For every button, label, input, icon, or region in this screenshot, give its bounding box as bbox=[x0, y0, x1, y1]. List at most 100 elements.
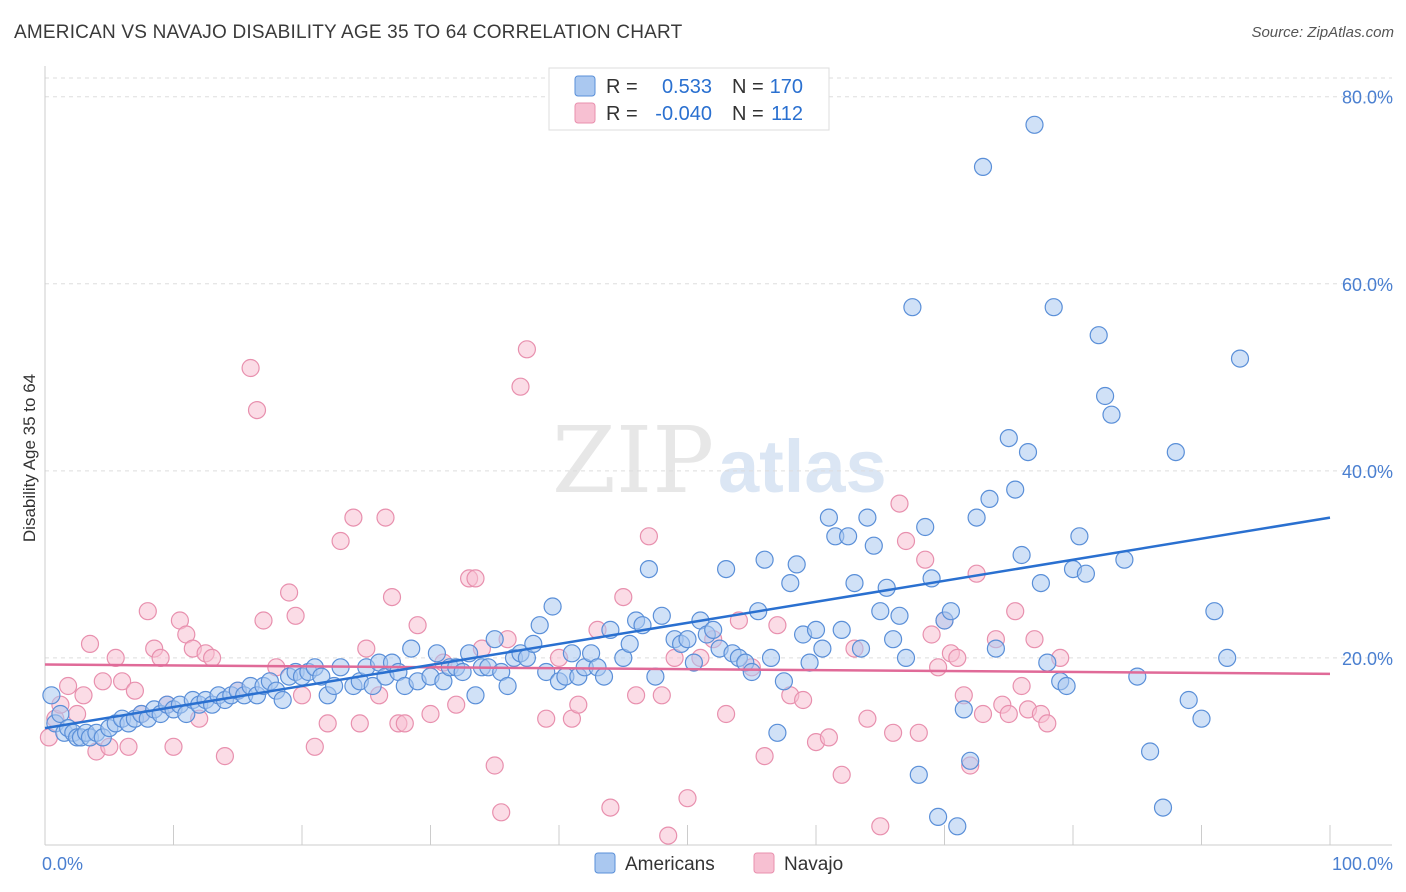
americans-point bbox=[1102, 405, 1121, 424]
americans-point bbox=[1095, 386, 1115, 406]
americans-point bbox=[832, 620, 851, 640]
americans-point bbox=[1038, 653, 1057, 672]
navajo-point bbox=[247, 401, 267, 420]
x-tick-label: 100.0% bbox=[1332, 854, 1393, 874]
navajo-point bbox=[350, 714, 369, 733]
americans-point bbox=[858, 508, 877, 527]
americans-point bbox=[864, 536, 883, 555]
americans-point bbox=[903, 298, 922, 317]
navajo-point bbox=[93, 672, 112, 691]
americans-point bbox=[967, 508, 986, 527]
x-tick-label: 0.0% bbox=[42, 854, 83, 874]
americans-point bbox=[761, 648, 781, 668]
americans-point bbox=[948, 817, 967, 836]
navajo-point bbox=[614, 587, 633, 607]
americans-point bbox=[1140, 742, 1160, 761]
navajo-point bbox=[286, 606, 305, 625]
navajo-point bbox=[395, 714, 414, 733]
americans-point bbox=[594, 667, 614, 686]
bottom-legend-americans: Americans bbox=[625, 854, 715, 875]
y-tick-label: 80.0% bbox=[1342, 88, 1393, 108]
americans-point bbox=[704, 620, 723, 640]
navajo-point bbox=[768, 616, 787, 635]
americans-point bbox=[1031, 573, 1051, 593]
navajo-point bbox=[318, 714, 337, 733]
americans-point bbox=[530, 616, 549, 635]
navajo-point bbox=[819, 728, 839, 747]
y-tick-label: 20.0% bbox=[1342, 649, 1393, 669]
navajo-point bbox=[151, 648, 170, 668]
axes bbox=[44, 66, 1392, 846]
navajo-point bbox=[858, 709, 877, 728]
chart-title: AMERICAN VS NAVAJO DISABILITY AGE 35 TO … bbox=[14, 22, 683, 43]
americans-point bbox=[1179, 690, 1198, 710]
americans-point bbox=[980, 489, 999, 508]
navajo-point bbox=[357, 639, 376, 658]
americans-point bbox=[485, 630, 504, 649]
americans-point bbox=[845, 573, 864, 593]
navajo-point bbox=[447, 695, 466, 714]
navajo-point bbox=[537, 709, 556, 728]
legend-n-value-navajo: 112 bbox=[771, 103, 803, 125]
legend-n-value-americans: 170 bbox=[770, 76, 803, 98]
legend-swatch-americans bbox=[574, 75, 596, 97]
americans-point bbox=[961, 751, 980, 770]
americans-trend-line bbox=[44, 516, 1331, 730]
americans-point bbox=[1153, 798, 1173, 817]
navajo-point bbox=[241, 358, 260, 378]
americans-point bbox=[1089, 326, 1108, 345]
navajo-point bbox=[716, 704, 736, 724]
americans-point bbox=[851, 639, 871, 658]
americans-point bbox=[787, 555, 806, 574]
navajo-point bbox=[652, 686, 671, 705]
americans-point bbox=[363, 676, 382, 696]
navajo-point bbox=[125, 681, 144, 700]
navajo-point bbox=[485, 756, 504, 775]
americans-point bbox=[1012, 545, 1031, 565]
americans-point bbox=[813, 639, 832, 658]
legend-n-label-navajo: N = bbox=[732, 103, 764, 125]
americans-point bbox=[973, 157, 993, 176]
navajo-point bbox=[883, 723, 903, 742]
americans-point bbox=[941, 602, 961, 621]
americans-point bbox=[890, 606, 909, 625]
americans-point bbox=[1205, 602, 1224, 621]
navajo-point bbox=[678, 789, 697, 808]
bottom-legend-swatch-navajo bbox=[753, 852, 775, 874]
navajo-trend-line bbox=[44, 663, 1331, 676]
bottom-legend-navajo: Navajo bbox=[784, 854, 843, 875]
navajo-point bbox=[1006, 602, 1025, 621]
americans-point bbox=[453, 662, 472, 682]
legend-r-label-americans: R = bbox=[606, 76, 638, 98]
y-tick-labels: 20.0% 40.0% 60.0% 80.0% bbox=[1342, 88, 1393, 669]
navajo-point bbox=[421, 704, 440, 724]
americans-point bbox=[684, 653, 704, 672]
americans-point bbox=[1115, 550, 1134, 569]
navajo-point bbox=[511, 377, 530, 396]
navajo-point bbox=[254, 611, 273, 630]
navajo-point bbox=[112, 672, 132, 691]
y-tick-label: 60.0% bbox=[1342, 275, 1393, 295]
americans-point bbox=[877, 578, 896, 597]
navajo-point bbox=[106, 648, 125, 668]
americans-point bbox=[1044, 298, 1063, 317]
americans-point bbox=[1057, 676, 1076, 696]
americans-point bbox=[1218, 648, 1237, 668]
americans-point bbox=[774, 672, 794, 691]
navajo-point bbox=[466, 569, 485, 588]
legend-box: R = 0.533 N = 170 R = -0.040 N = 112 bbox=[548, 67, 830, 131]
americans-points bbox=[42, 115, 1250, 836]
americans-point bbox=[1070, 527, 1089, 546]
americans-point bbox=[652, 606, 671, 625]
navajo-point bbox=[569, 695, 588, 714]
navajo-point bbox=[832, 765, 851, 784]
americans-point bbox=[646, 667, 665, 686]
navajo-point bbox=[344, 508, 363, 527]
navajo-point bbox=[408, 616, 427, 635]
americans-point bbox=[562, 644, 582, 663]
americans-point bbox=[1018, 443, 1038, 462]
navajo-point bbox=[973, 704, 993, 724]
legend-swatch-navajo bbox=[574, 102, 596, 124]
americans-point bbox=[986, 639, 1006, 658]
navajo-point bbox=[305, 737, 324, 756]
